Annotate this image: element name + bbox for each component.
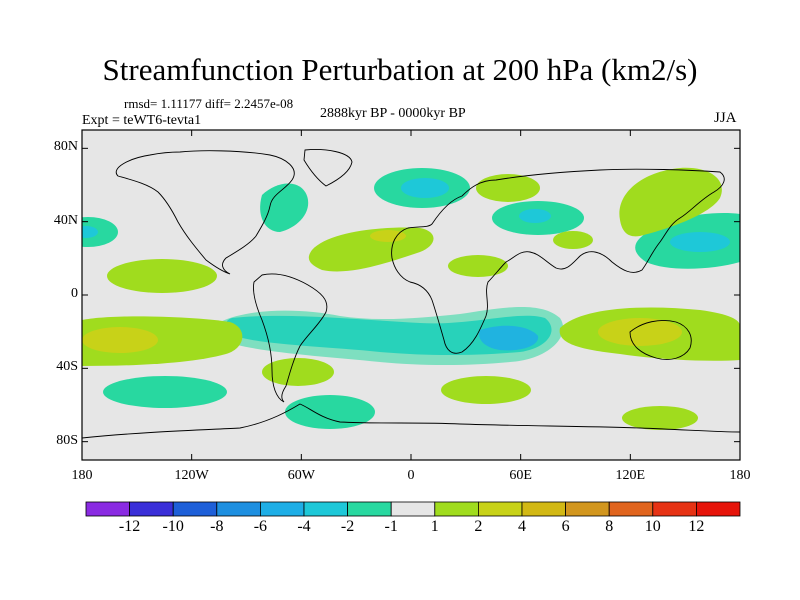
colorbar-swatch xyxy=(565,501,610,517)
y-tick-label: 0 xyxy=(71,286,78,301)
colorbar-swatch xyxy=(696,501,741,517)
colorbar-label: -6 xyxy=(253,518,268,535)
eurasia-africa-coastline xyxy=(391,168,725,354)
colorbar-swatch xyxy=(477,501,523,517)
colorbar-label: 4 xyxy=(518,518,526,535)
colorbar-swatch xyxy=(434,501,479,517)
east-asia-positive xyxy=(619,167,722,237)
colorbar xyxy=(85,501,741,517)
colorbar-swatch xyxy=(129,501,174,517)
x-tick-label: 180 xyxy=(729,468,751,483)
antarctica-coastline xyxy=(82,403,740,439)
colorbar-swatch xyxy=(259,501,305,517)
y-tick-label: 40S xyxy=(56,359,78,375)
y-tick-label: 40N xyxy=(53,212,78,228)
nordic-seas-core xyxy=(401,178,449,198)
australia-coastline xyxy=(629,320,692,360)
rmsd-diff-stats: rmsd= 1.11177 diff= 2.2457e-08 xyxy=(124,96,294,111)
colorbar-swatch xyxy=(390,501,436,517)
x-tick-label: 180 xyxy=(71,468,93,483)
colorbar-swatch xyxy=(347,501,392,517)
anomaly-layer xyxy=(82,167,740,430)
colorbar-label: -12 xyxy=(118,518,141,535)
dateline-north-negative xyxy=(82,217,118,247)
colorbar-label: 12 xyxy=(688,518,705,535)
colorbar-swatch xyxy=(652,501,697,517)
south-pacific-west-core xyxy=(82,327,158,353)
colorbar-swatch xyxy=(172,501,218,517)
north-atlantic-negative xyxy=(260,183,309,232)
colorbar-swatch xyxy=(303,501,348,517)
arabia-positive xyxy=(448,255,508,277)
colorbar-label: 1 xyxy=(430,518,439,535)
antarctic-pacific-negative xyxy=(285,395,375,429)
coastlines xyxy=(82,149,740,439)
southern-negative-band-edge xyxy=(220,306,564,365)
colorbar-label: 8 xyxy=(605,518,614,535)
x-tick-label: 120E xyxy=(615,468,646,483)
x-tick-label: 0 xyxy=(407,468,415,483)
southern-ocean-positive xyxy=(622,406,698,430)
eastern-pacific-positive xyxy=(107,259,217,293)
colorbar-swatch xyxy=(521,501,566,517)
x-tick-label: 120W xyxy=(174,468,209,483)
y-tick-label: 80N xyxy=(53,139,78,155)
dateline-north-core xyxy=(82,226,98,238)
south-atlantic-positive xyxy=(441,376,531,404)
north-america-coastline xyxy=(115,150,295,275)
experiment-label: Expt = teWT6-tevta1 xyxy=(82,113,202,128)
y-tick-label: 80S xyxy=(56,432,78,448)
x-tick-label: 60E xyxy=(509,468,532,483)
west-pacific-core xyxy=(670,232,730,252)
central-asia-core xyxy=(519,209,551,223)
colorbar-label: -2 xyxy=(340,518,355,535)
time-period-label: 2888kyr BP - 0000kyr BP xyxy=(320,106,466,121)
colorbar-label: 6 xyxy=(561,518,570,535)
colorbar-label: 2 xyxy=(474,518,483,535)
colorbar-swatch xyxy=(608,501,654,517)
south-indian-pacific-core xyxy=(598,318,682,346)
colorbar-label: -4 xyxy=(297,518,311,535)
x-tick-label: 60W xyxy=(287,468,315,483)
chart-title: Streamfunction Perturbation at 200 hPa (… xyxy=(102,52,698,87)
colorbar-label: -8 xyxy=(210,518,224,535)
season-label: JJA xyxy=(714,110,737,126)
south-pacific-negative xyxy=(103,376,227,408)
colorbar-swatch xyxy=(216,501,261,517)
colorbar-label: -1 xyxy=(384,518,398,535)
axis-ticks xyxy=(81,130,741,460)
south-america-coastline xyxy=(253,273,328,403)
greenland-coastline xyxy=(303,149,353,187)
north-africa-core xyxy=(370,230,406,242)
north-atlantic-positive xyxy=(476,174,540,202)
indian-ocean-negative xyxy=(479,325,539,351)
colorbar-label: 10 xyxy=(644,518,661,535)
colorbar-swatch xyxy=(85,501,130,517)
south-asia-positive xyxy=(553,231,593,249)
colorbar-label: -10 xyxy=(162,518,184,535)
south-america-south-positive xyxy=(262,358,334,386)
